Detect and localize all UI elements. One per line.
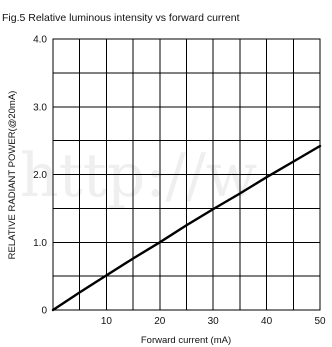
y-tick-label: 3.0 xyxy=(33,102,47,113)
x-tick-label: 30 xyxy=(208,316,220,327)
y-tick-label: 4.0 xyxy=(33,35,47,46)
x-tick-label: 10 xyxy=(101,316,113,327)
y-tick-label: 2.0 xyxy=(33,170,47,181)
y-axis-label: RELATIVE RADIANT POWER(@20mA) xyxy=(7,91,18,260)
x-tick-label: 40 xyxy=(261,316,273,327)
chart-title: Fig.5 Relative luminous intensity vs for… xyxy=(2,12,240,24)
series-layer xyxy=(51,144,322,312)
x-axis-label: Forward current (mA) xyxy=(141,335,231,346)
y-tick-label: 1.0 xyxy=(33,238,47,249)
plot-frame xyxy=(52,38,321,311)
x-tick-label: 20 xyxy=(154,316,166,327)
y-tick-label: 0 xyxy=(41,306,47,317)
watermark-text: http://w xyxy=(20,141,257,211)
grid xyxy=(53,39,320,310)
x-tick-labels: 10 20 30 40 50 xyxy=(101,316,326,327)
x-tick-label: 50 xyxy=(314,316,326,327)
y-tick-labels: 0 1.0 2.0 3.0 4.0 xyxy=(33,35,47,317)
series-line xyxy=(51,144,322,312)
